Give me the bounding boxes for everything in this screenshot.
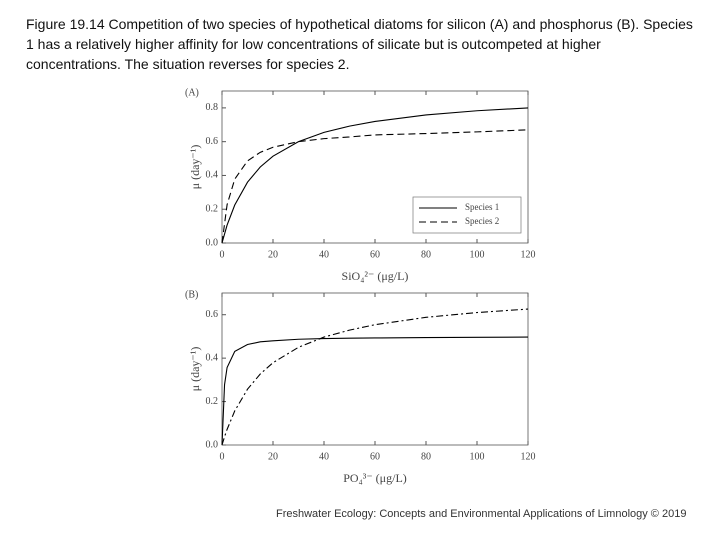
y-tick-label: 0.8 [206, 102, 219, 113]
series-line [221, 129, 529, 244]
caption: Figure 19.14 Competition of two species … [26, 16, 693, 72]
y-tick-label: 0.2 [206, 204, 219, 215]
x-tick-label: 120 [521, 249, 536, 260]
plot-frame [221, 292, 529, 446]
x-axis-label: PO₄³⁻ (μg/L) [343, 471, 407, 485]
y-axis-label: μ (day⁻¹) [188, 145, 202, 190]
x-tick-label: 100 [470, 451, 485, 462]
x-tick-label: 0 [220, 451, 225, 462]
x-tick-label: 100 [470, 249, 485, 260]
series-line [221, 308, 529, 446]
y-tick-label: 0.0 [206, 439, 219, 450]
series-line [221, 107, 529, 244]
series-line [221, 336, 529, 446]
x-tick-label: 120 [521, 451, 536, 462]
y-axis-label: μ (day⁻¹) [188, 347, 202, 392]
y-tick-label: 0.0 [206, 237, 219, 248]
x-axis-label: SiO₄²⁻ (μg/L) [342, 269, 409, 283]
legend-label: Species 1 [465, 202, 499, 212]
footer: Freshwater Ecology: Concepts and Environ… [276, 508, 687, 520]
x-tick-label: 80 [421, 249, 431, 260]
y-tick-label: 0.6 [206, 136, 219, 147]
legend-label: Species 2 [465, 216, 499, 226]
y-tick-label: 0.6 [206, 309, 219, 320]
x-tick-label: 0 [220, 249, 225, 260]
y-tick-label: 0.4 [206, 170, 219, 181]
legend-box [412, 196, 522, 234]
x-tick-label: 40 [319, 451, 329, 462]
y-tick-label: 0.2 [206, 396, 219, 407]
x-tick-label: 20 [268, 451, 278, 462]
x-tick-label: 80 [421, 451, 431, 462]
panel-label: (A) [185, 87, 199, 98]
x-tick-label: 60 [370, 451, 380, 462]
panel-label: (B) [185, 289, 198, 300]
x-tick-label: 20 [268, 249, 278, 260]
x-tick-label: 60 [370, 249, 380, 260]
x-tick-label: 40 [319, 249, 329, 260]
y-tick-label: 0.4 [206, 352, 219, 363]
